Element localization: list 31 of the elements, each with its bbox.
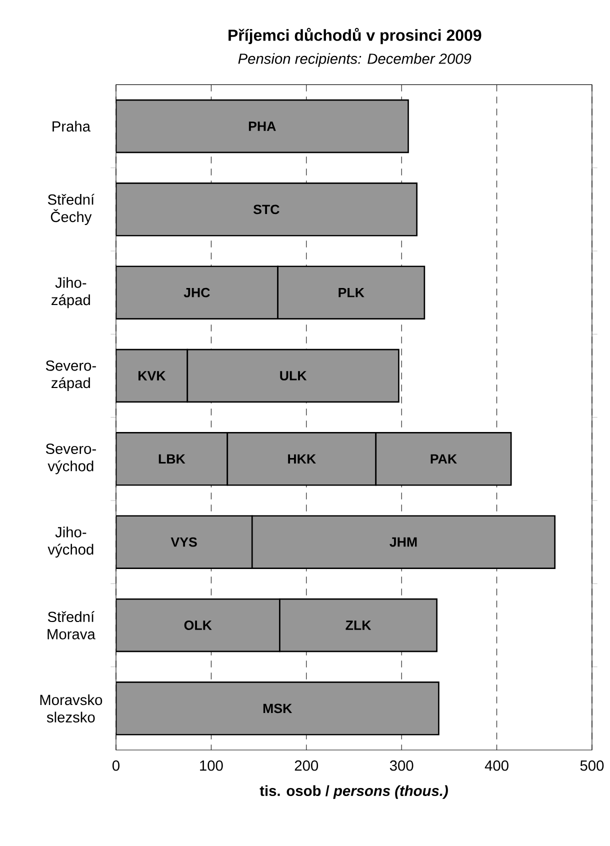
data-label: JHM <box>390 537 417 547</box>
x-tick-label: 100 <box>200 760 223 771</box>
y-tick-label: Moravsko slezsko <box>40 694 102 722</box>
x-tick-label: 500 <box>580 760 604 771</box>
data-label: ULK <box>280 371 307 380</box>
x-tick-label: 200 <box>294 760 318 771</box>
x-axis-title: tis. osob / persons (thous.) <box>260 785 448 799</box>
y-tick-label: Střední Morava <box>48 611 96 640</box>
data-label: MSK <box>263 704 292 714</box>
y-tick-label: Jiho-východ <box>48 526 94 558</box>
data-label: JHC <box>184 288 210 298</box>
data-label: PLK <box>338 288 364 298</box>
data-label: STC <box>253 204 280 214</box>
y-tick-label: Střední Čechy <box>48 194 95 225</box>
data-label: LBK <box>158 454 186 464</box>
x-tick-label: 400 <box>484 760 508 771</box>
data-label: HKK <box>288 454 316 464</box>
y-tick-label: Praha <box>52 120 90 132</box>
y-tick-label: Jiho-západ <box>52 277 90 308</box>
data-label: VYS <box>170 537 197 547</box>
y-tick-label: Severo-východ <box>46 444 96 474</box>
data-label: PHA <box>248 122 276 131</box>
data-label: PAK <box>430 454 457 464</box>
chart-subtitle: Pension recipients: December 2009 <box>238 53 472 67</box>
data-label: KVK <box>138 371 166 380</box>
x-tick-label: 300 <box>390 760 414 771</box>
data-label: OLK <box>184 620 212 630</box>
x-tick-label: 0 <box>112 760 120 771</box>
y-tick-label: Severo-západ <box>46 360 96 392</box>
data-label: ZLK <box>346 620 372 630</box>
chart-title: Příjemci důchodů v prosinci 2009 <box>228 28 482 44</box>
